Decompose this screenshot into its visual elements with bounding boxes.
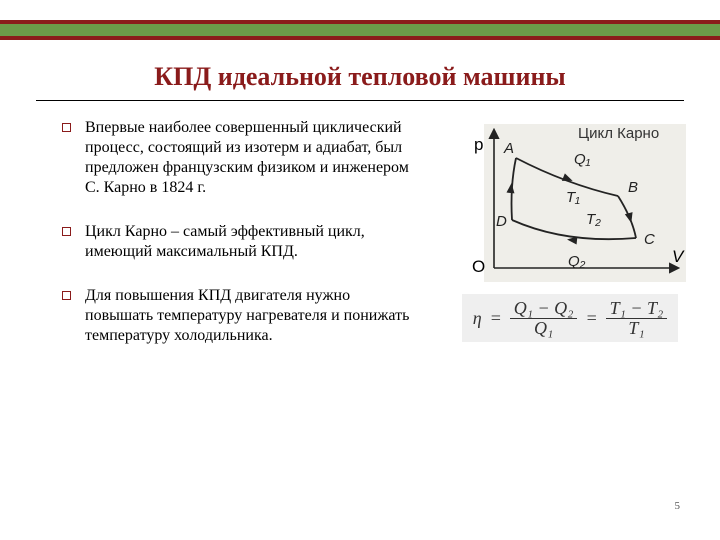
bullet-icon [62, 123, 71, 132]
svg-text:O: O [472, 257, 485, 276]
list-item: Цикл Карно – самый эффективный цикл, име… [62, 222, 420, 262]
bullet-icon [62, 227, 71, 236]
list-item-text: Впервые наиболее совершенный циклический… [85, 118, 420, 198]
svg-text:C: C [644, 231, 655, 248]
bullet-list: Впервые наиболее совершенный циклический… [62, 118, 420, 370]
svg-text:p: p [474, 135, 483, 154]
svg-text:Q₂: Q₂ [568, 253, 586, 270]
list-item: Для повышения КПД двигателя нужно повыша… [62, 286, 420, 346]
svg-text:D: D [496, 213, 507, 230]
svg-text:B: B [628, 179, 638, 196]
svg-text:Цикл Карно: Цикл Карно [578, 125, 659, 142]
page-number: 5 [675, 500, 681, 512]
list-item-text: Для повышения КПД двигателя нужно повыша… [85, 286, 420, 346]
svg-text:T₂: T₂ [586, 211, 601, 228]
title-divider [36, 100, 684, 101]
list-item-text: Цикл Карно – самый эффективный цикл, име… [85, 222, 420, 262]
carnot-diagram-svg: p V O Цикл Карно A B C D Q₁ T₁ T₂ Q₂ [456, 120, 686, 288]
list-item: Впервые наиболее совершенный циклический… [62, 118, 420, 198]
accent-bar [0, 24, 720, 36]
svg-text:T₁: T₁ [566, 189, 580, 206]
carnot-diagram: p V O Цикл Карно A B C D Q₁ T₁ T₂ Q₂ [456, 120, 686, 288]
page-title: КПД идеальной тепловой машины [0, 62, 720, 92]
slide: КПД идеальной тепловой машины Впервые на… [0, 0, 720, 540]
svg-text:Q₁: Q₁ [574, 151, 591, 168]
accent-bar [0, 36, 720, 40]
bullet-icon [62, 291, 71, 300]
svg-text:A: A [503, 140, 514, 157]
efficiency-formula: η=Q₁ − Q₂Q₁=T₁ − T₂T₁ [462, 294, 678, 342]
svg-text:V: V [672, 247, 685, 266]
